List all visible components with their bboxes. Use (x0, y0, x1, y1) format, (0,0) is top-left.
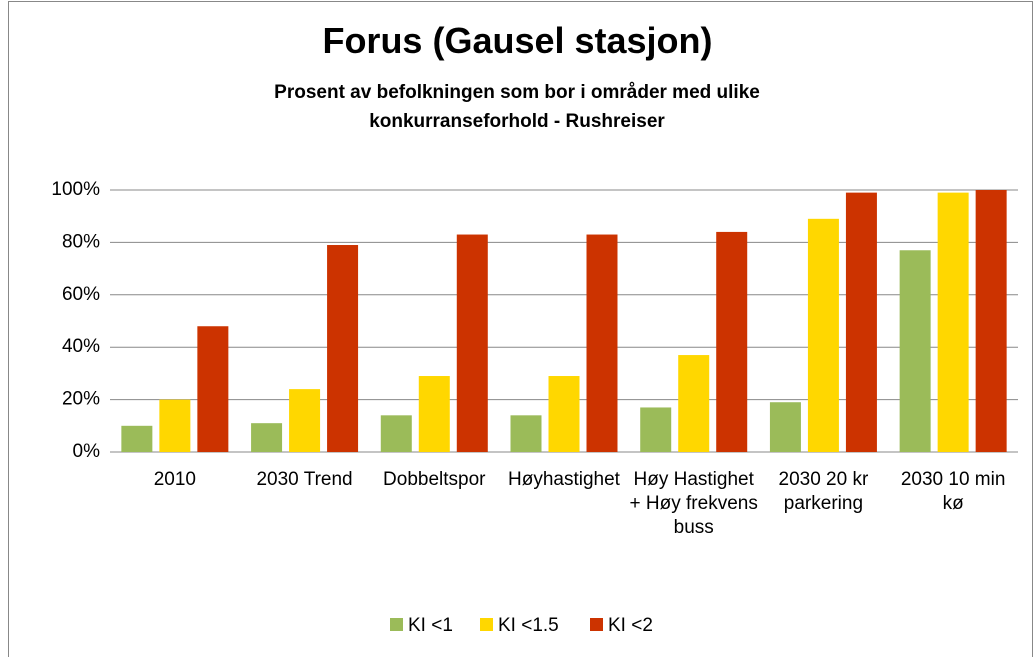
legend-label: KI <1.5 (498, 615, 559, 636)
y-tick-label: 40% (62, 336, 100, 357)
x-tick-label: Høyhastighet (508, 469, 620, 490)
bar (456, 234, 488, 452)
bar (159, 399, 191, 452)
bar (121, 425, 153, 452)
chart-title: Forus (Gausel stasjon) (322, 20, 713, 61)
legend-label: KI <2 (608, 615, 653, 636)
bar (289, 389, 321, 452)
bar (510, 415, 542, 452)
x-tick-label: Høy Hastighet + Høy frekvens buss (629, 469, 758, 538)
bar (586, 234, 618, 452)
x-tick-label: 2030 Trend (256, 469, 353, 490)
bar (807, 218, 839, 452)
y-tick-label: 20% (62, 389, 100, 410)
bar (548, 376, 580, 452)
x-tick-label: 2030 10 min kø (900, 469, 1006, 514)
bar (937, 192, 969, 452)
legend-swatch (390, 618, 403, 631)
y-tick-label: 80% (62, 231, 100, 252)
bar (845, 192, 877, 452)
bar (418, 376, 450, 452)
bar (640, 407, 672, 452)
chart-subtitle: Prosent av befolkningen som bor i område… (274, 82, 760, 132)
bar (251, 423, 283, 452)
bar (678, 355, 710, 452)
bar (327, 245, 359, 452)
legend-label: KI <1 (408, 615, 453, 636)
x-tick-label: 2010 (153, 469, 196, 490)
bar (380, 415, 412, 452)
bar (197, 326, 229, 452)
y-tick-label: 100% (51, 179, 100, 200)
x-tick-label: Dobbeltspor (383, 469, 486, 490)
y-tick-label: 60% (62, 284, 100, 305)
bar (716, 231, 748, 452)
x-tick-label: 2030 20 kr parkering (778, 469, 869, 514)
legend-swatch (480, 618, 493, 631)
legend-swatch (590, 618, 603, 631)
bar (899, 250, 931, 452)
bar (769, 402, 801, 452)
bar (975, 190, 1007, 452)
y-tick-label: 0% (73, 441, 101, 462)
